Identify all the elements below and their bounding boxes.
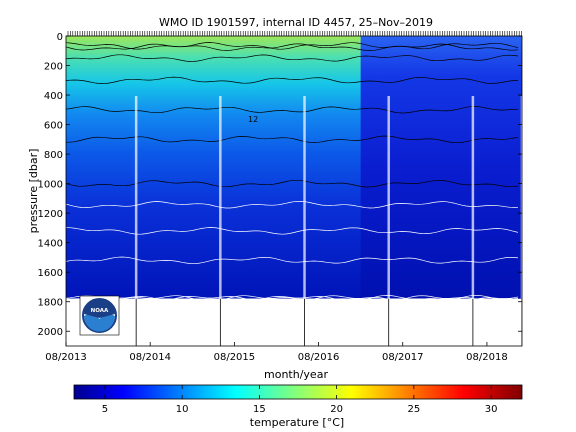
colorbar-tick-label: 10 xyxy=(176,404,189,415)
y-tick-label: 1400 xyxy=(38,239,63,250)
y-axis: 0 200 400 600 800 1000 1200 1400 1600 1800 2000 xyxy=(38,32,522,338)
colorbar xyxy=(73,384,523,400)
noaa-logo: NOAA xyxy=(79,295,120,336)
contour-16 xyxy=(66,42,519,50)
colorbar-tick-label: 5 xyxy=(102,404,108,415)
contour-4 xyxy=(66,295,518,300)
contour-12 xyxy=(66,76,519,84)
colorbar-tick-label: 30 xyxy=(485,404,498,415)
y-tick-label: 1600 xyxy=(38,268,63,279)
x-tick-label: 08/2017 xyxy=(382,352,424,363)
contour-5 xyxy=(66,227,519,235)
contour-3.5 xyxy=(66,295,519,300)
y-tick-label: 800 xyxy=(44,150,63,161)
profile-date-markers xyxy=(134,96,522,346)
y-tick-label: 600 xyxy=(44,121,63,132)
y-tick-label: 1200 xyxy=(38,209,63,220)
y-tick-label: 2000 xyxy=(38,327,63,338)
y-tick-label: 1800 xyxy=(38,298,63,309)
contour-6 xyxy=(66,179,519,188)
y-axis-label: pressure [dbar] xyxy=(27,149,40,234)
contour-18 xyxy=(66,43,519,51)
x-tick-label: 08/2016 xyxy=(298,352,340,363)
y-tick-label: 400 xyxy=(44,91,63,102)
x-tick-label: 08/2014 xyxy=(129,352,171,363)
contour-14 xyxy=(66,54,519,62)
contour-label: 12 xyxy=(248,115,258,124)
colorbar-label: temperature [°C] xyxy=(250,416,344,429)
x-tick-label: 08/2013 xyxy=(45,352,87,363)
colorbar-tick-label: 25 xyxy=(407,404,420,415)
x-tick-label: 08/2018 xyxy=(466,352,508,363)
x-axis-label: month/year xyxy=(264,368,328,381)
contour-5.5 xyxy=(66,201,519,209)
profile-ticks xyxy=(67,31,522,36)
y-tick-label: 200 xyxy=(44,62,63,73)
y-tick-label: 0 xyxy=(57,32,63,43)
contour-10 xyxy=(66,106,519,114)
plot-frame xyxy=(65,35,523,347)
colorbar-tick-label: 15 xyxy=(253,404,266,415)
noaa-logo-text: NOAA xyxy=(91,308,109,314)
x-tick-label: 08/2015 xyxy=(214,352,256,363)
x-axis: 08/2013 08/2014 08/2015 08/2016 08/2017 08/20… xyxy=(45,342,508,363)
contour-8 xyxy=(66,135,519,144)
chart-title: WMO ID 1901597, internal ID 4457, 25–Nov… xyxy=(159,16,433,29)
contour-4.5 xyxy=(66,256,519,265)
colorbar-tick-label: 20 xyxy=(330,404,343,415)
y-tick-label: 1000 xyxy=(38,180,63,191)
contour-lines: 12 xyxy=(66,42,519,300)
colorbar-ticks: 5 10 15 20 25 30 xyxy=(102,385,498,415)
